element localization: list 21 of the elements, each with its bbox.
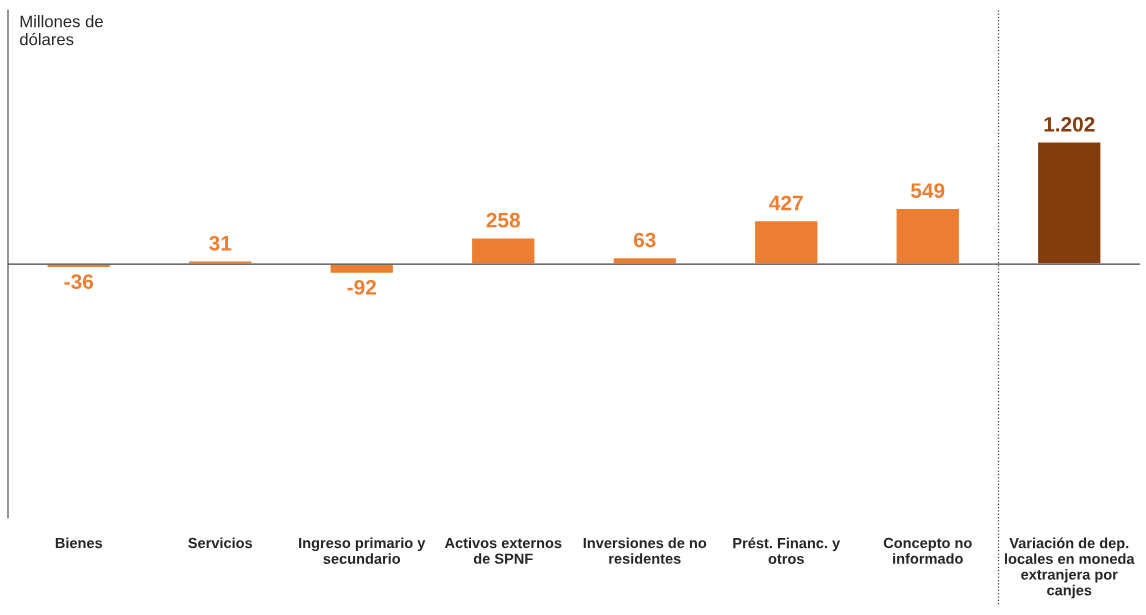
x-tick-label: Servicios: [188, 537, 253, 549]
x-tick-label: Inversiones de no residentes: [583, 537, 707, 564]
bar: [895, 207, 961, 265]
data-label: 63: [633, 232, 656, 248]
data-label: 258: [486, 212, 520, 228]
data-label: -36: [64, 274, 94, 290]
data-label: 1.202: [1044, 116, 1095, 132]
data-label: -92: [347, 279, 376, 295]
x-tick-label: Concepto no informado: [883, 537, 972, 564]
x-tick-label: Variación de dep. locales en moneda extranjera por canjes: [1005, 537, 1135, 599]
x-tick-label: Prést. Financ. y otros: [733, 537, 841, 564]
data-label: 31: [209, 235, 232, 251]
bar: [470, 237, 536, 265]
y-axis-title: Millones de dólares: [20, 15, 103, 46]
x-tick-label: Ingreso primario y secundario: [299, 537, 426, 564]
x-tick-label: Activos externos de SPNF: [444, 537, 562, 564]
x-tick-label: Bienes: [55, 537, 103, 549]
data-label: 427: [769, 195, 803, 211]
bar: [1036, 141, 1102, 265]
data-label: 549: [911, 183, 945, 199]
bar: [753, 219, 819, 265]
